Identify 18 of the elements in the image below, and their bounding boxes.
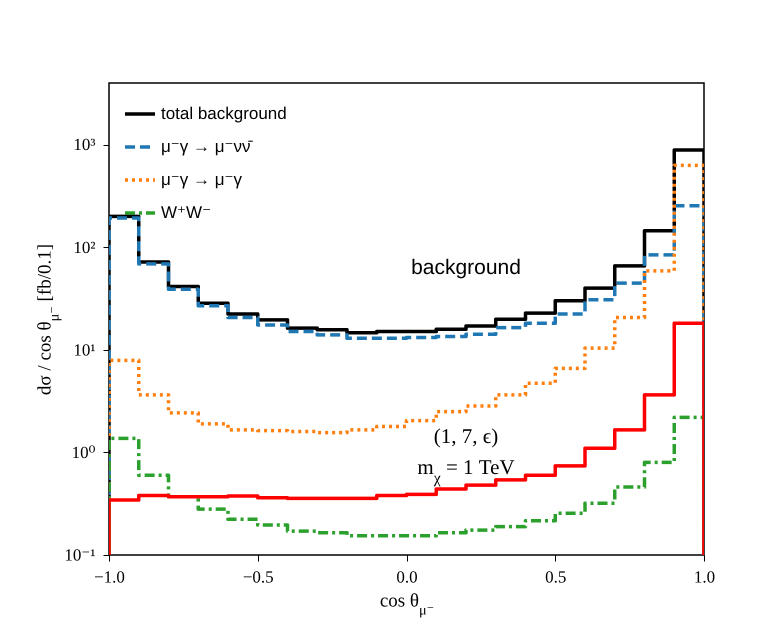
y-tick-label: 10³ [73, 135, 96, 154]
annotation: background [411, 256, 521, 279]
legend-label: μ⁻γ → μ⁻γ [161, 170, 242, 189]
x-tick-label: 0.5 [545, 568, 566, 586]
x-tick-label: −0.5 [242, 568, 274, 586]
x-tick-label: 1.0 [694, 568, 716, 586]
x-axis-title: cos θ$_{μ⁻}$ [380, 590, 434, 618]
annotation: m$_{χ}$ = 1 TeV [417, 455, 515, 486]
x-tick-label: 0.0 [396, 568, 418, 586]
y-tick-label: 10² [73, 238, 96, 257]
y-tick-label: 10⁰ [72, 442, 96, 462]
annotation: (1, 7, ϵ) [434, 424, 498, 448]
y-tick-label: 10⁻¹ [64, 546, 96, 564]
legend-label: W⁺W⁻ [161, 203, 212, 222]
x-tick-label: −1.0 [94, 568, 125, 586]
legend-label: μ⁻γ → μ⁻νν̄ [161, 137, 254, 156]
legend-label: total background [161, 104, 287, 123]
y-tick-label: 10¹ [73, 340, 96, 360]
